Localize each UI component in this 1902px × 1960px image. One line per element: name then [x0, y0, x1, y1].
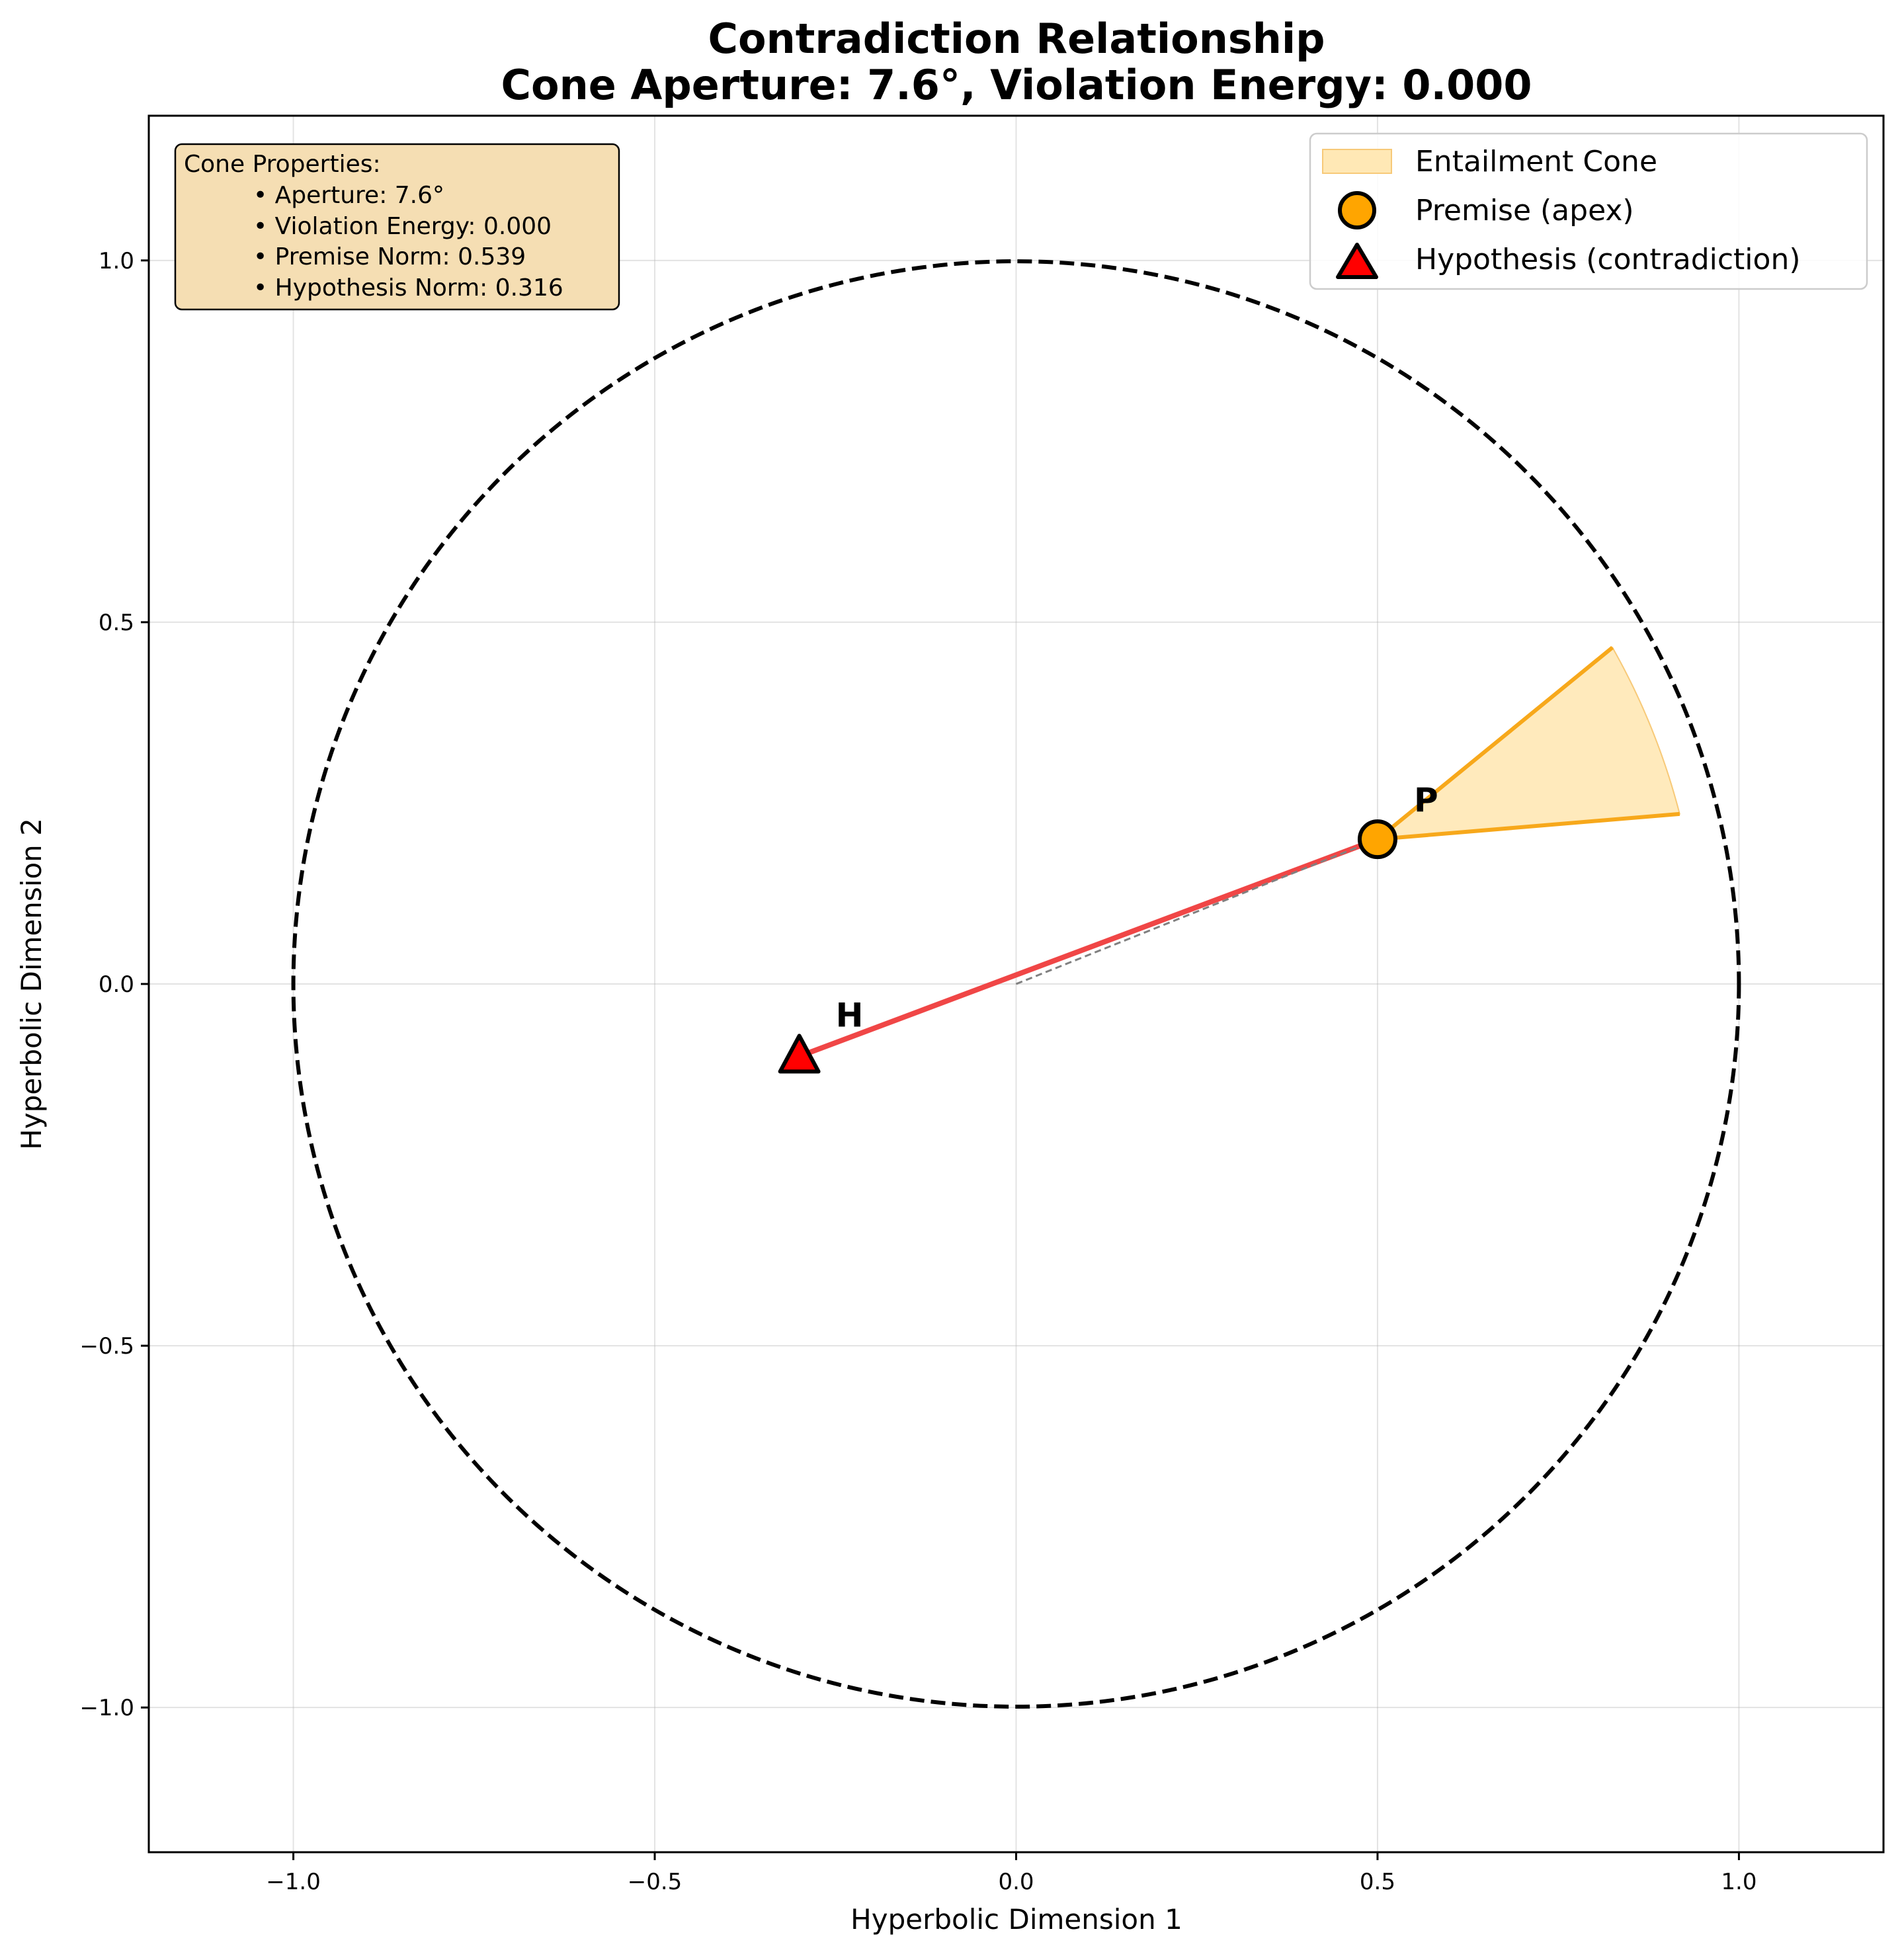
entailment-cone-fill: [1375, 646, 1681, 840]
contradiction-connector: [796, 837, 1380, 1059]
info-premise-norm: • Premise Norm: 0.539: [253, 243, 526, 270]
x-tick-label-0: −1.0: [266, 1869, 321, 1895]
info-aperture: • Aperture: 7.6°: [253, 182, 444, 209]
legend: Entailment Cone Premise (apex) Hypothesi…: [1309, 132, 1868, 290]
y-tick-label-3: 0.5: [99, 610, 134, 636]
y-axis-label: Hyperbolic Dimension 2: [15, 818, 48, 1150]
x-axis-label: Hyperbolic Dimension 1: [850, 1903, 1182, 1936]
info-violation-energy: • Violation Energy: 0.000: [253, 213, 552, 240]
y-tick-label-1: −0.5: [79, 1333, 134, 1360]
y-tick-label-4: 1.0: [99, 248, 134, 274]
premise-label: P: [1414, 781, 1438, 819]
x-tick-label-4: 1.0: [1721, 1869, 1757, 1895]
x-tick-label-1: −0.5: [628, 1869, 682, 1895]
legend-hypothesis-marker: [1336, 243, 1378, 279]
plot-content: P H: [291, 259, 1741, 1709]
legend-premise-marker: [1338, 191, 1376, 229]
hypothesis-marker: [778, 1034, 821, 1074]
origin-ray: [1015, 838, 1378, 985]
legend-cone-swatch: [1322, 149, 1392, 174]
chart-title: Contradiction Relationship: [708, 15, 1325, 63]
legend-label-hypothesis: Hypothesis (contradiction): [1415, 243, 1801, 276]
cone-edge-upper: [1376, 645, 1614, 841]
premise-marker: [1357, 819, 1397, 860]
x-tick-label-3: 0.5: [1360, 1869, 1395, 1895]
info-box-heading: Cone Properties:: [184, 151, 381, 178]
y-tick-label-0: −1.0: [79, 1695, 134, 1721]
axis-ticks: −1.0 −0.5 0.0 0.5 1.0 −1.0 −0.5 0.0 0.5 1.0: [79, 248, 1757, 1895]
hypothesis-label: H: [836, 996, 864, 1034]
legend-label-premise: Premise (apex): [1415, 194, 1634, 227]
info-box-background: [174, 143, 620, 311]
x-tick-label-2: 0.0: [998, 1869, 1034, 1895]
unit-circle: [291, 259, 1741, 1709]
cone-edge-lower: [1377, 811, 1680, 842]
legend-label-cone: Entailment Cone: [1415, 145, 1657, 179]
y-tick-label-2: 0.0: [99, 971, 134, 998]
info-hypothesis-norm: • Hypothesis Norm: 0.316: [253, 274, 563, 302]
chart-subtitle: Cone Aperture: 7.6°, Violation Energy: 0…: [501, 61, 1532, 109]
info-box: Cone Properties: • Aperture: 7.6° • Viol…: [174, 143, 620, 311]
legend-frame: [1309, 132, 1868, 290]
